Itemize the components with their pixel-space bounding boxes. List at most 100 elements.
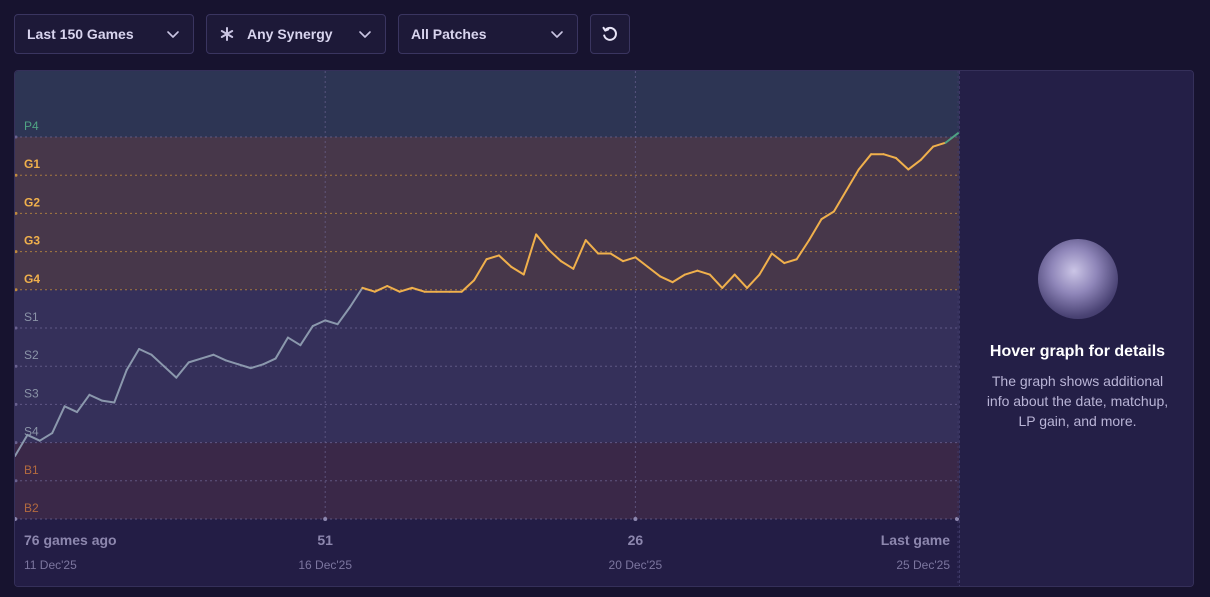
x-tick-date: 16 Dec'25 bbox=[298, 558, 353, 572]
tier-label-s2: S2 bbox=[24, 348, 39, 362]
series-segment bbox=[845, 168, 860, 192]
series-segment bbox=[907, 158, 922, 171]
series-segment bbox=[857, 153, 873, 171]
tier-label-g3: G3 bbox=[24, 234, 40, 248]
series-segment bbox=[584, 239, 600, 255]
chevron-down-icon bbox=[549, 26, 565, 42]
series-segment bbox=[659, 275, 674, 284]
tick-dot-s2 bbox=[15, 364, 18, 368]
series-segment bbox=[138, 348, 153, 356]
series-segment bbox=[373, 284, 389, 293]
series-segment bbox=[559, 260, 575, 270]
series-segment bbox=[150, 353, 165, 368]
series-segment bbox=[162, 365, 178, 379]
x-axis-band bbox=[15, 519, 959, 586]
sidebar-title: Hover graph for details bbox=[989, 342, 1166, 360]
patch-filter-dropdown[interactable]: All Patches bbox=[398, 14, 578, 54]
series-segment bbox=[200, 353, 215, 360]
chevron-down-icon bbox=[357, 26, 373, 42]
series-segment bbox=[696, 269, 711, 276]
series-segment bbox=[820, 210, 835, 221]
series-segment bbox=[175, 361, 190, 379]
games-filter-dropdown[interactable]: Last 150 Games bbox=[14, 14, 194, 54]
tier-label-g1: G1 bbox=[24, 157, 40, 171]
series-segment bbox=[187, 357, 203, 364]
chevron-down-icon bbox=[165, 26, 181, 42]
series-segment bbox=[361, 286, 376, 293]
series-segment bbox=[882, 153, 897, 160]
x-tick-label: Last game bbox=[880, 532, 950, 548]
series-segment bbox=[510, 265, 525, 276]
tick-dot-p4 bbox=[15, 135, 18, 139]
x-tick-date: 20 Dec'25 bbox=[608, 558, 663, 572]
series-segment bbox=[485, 254, 500, 261]
series-segment bbox=[212, 353, 227, 362]
series-segment bbox=[808, 218, 823, 242]
series-segment bbox=[497, 254, 513, 268]
series-segment bbox=[522, 233, 538, 276]
asterisk-icon bbox=[219, 26, 235, 42]
series-segment bbox=[770, 252, 786, 265]
series-segment bbox=[100, 399, 116, 404]
tick-dot-g4 bbox=[15, 288, 18, 292]
series-segment bbox=[894, 157, 910, 171]
series-segment bbox=[621, 256, 637, 263]
series-segment bbox=[919, 145, 935, 161]
series-segment bbox=[286, 336, 302, 347]
refresh-icon bbox=[601, 25, 619, 43]
x-tick-label: 51 bbox=[317, 532, 333, 548]
tick-dot-g1 bbox=[15, 173, 18, 177]
tick-dot-b1 bbox=[15, 479, 18, 483]
series-segment bbox=[386, 284, 401, 293]
x-tick-dot-1 bbox=[15, 517, 17, 521]
series-segment bbox=[932, 141, 947, 148]
tier-label-s1: S1 bbox=[24, 310, 39, 324]
series-segment bbox=[125, 348, 141, 372]
series-segment bbox=[51, 405, 66, 435]
tier-label-g2: G2 bbox=[24, 195, 40, 209]
series-segment bbox=[349, 286, 364, 308]
series-segment bbox=[795, 239, 811, 261]
series-segment bbox=[473, 258, 488, 282]
synergy-filter-dropdown[interactable]: Any Synergy bbox=[206, 14, 386, 54]
lp-history-chart[interactable]: P4 G1 G2 G3 G4 S1 S2 S3 S4 B1 B2 76 games ago 11 De… bbox=[15, 71, 959, 586]
series-segment bbox=[262, 357, 277, 366]
series-segment bbox=[832, 189, 848, 213]
series-segment bbox=[336, 305, 352, 326]
tick-dot-s3 bbox=[15, 402, 18, 406]
platinum-band bbox=[15, 71, 959, 137]
tier-label-s3: S3 bbox=[24, 386, 39, 400]
sidebar-description: The graph shows additional info about th… bbox=[986, 372, 1169, 429]
series-segment bbox=[274, 336, 289, 360]
series-segment bbox=[26, 433, 41, 442]
x-tick-dot-3 bbox=[633, 517, 638, 521]
series-segment bbox=[76, 393, 91, 414]
details-sidebar: Hover graph for details The graph shows … bbox=[959, 71, 1193, 586]
series-segment bbox=[398, 286, 414, 293]
filter-toolbar: Last 150 Games Any Synergy All Patches bbox=[14, 14, 630, 54]
series-segment bbox=[38, 432, 54, 442]
series-segment bbox=[88, 393, 103, 402]
series-segment bbox=[634, 256, 649, 268]
series-segment bbox=[708, 273, 724, 289]
series-segment bbox=[783, 258, 798, 265]
series-segment bbox=[237, 363, 252, 370]
x-tick-dot-2 bbox=[323, 517, 328, 521]
series-segment bbox=[572, 239, 587, 270]
series-segment bbox=[721, 273, 736, 289]
x-tick-label: 76 games ago bbox=[24, 532, 117, 548]
refresh-button[interactable] bbox=[590, 14, 630, 54]
lp-graph-panel: P4 G1 G2 G3 G4 S1 S2 S3 S4 B1 B2 76 games ago 11 De… bbox=[14, 70, 1194, 587]
patch-filter-label: All Patches bbox=[411, 26, 487, 42]
tick-dot-s4 bbox=[15, 441, 18, 445]
tick-dot-g3 bbox=[15, 250, 18, 254]
series-segment bbox=[63, 405, 79, 414]
tier-label-g4: G4 bbox=[24, 272, 40, 286]
series-segment bbox=[113, 369, 128, 404]
series-segment bbox=[535, 233, 550, 251]
tier-label-b2: B2 bbox=[24, 501, 39, 515]
series-segment bbox=[311, 319, 327, 328]
series-segment bbox=[224, 359, 240, 366]
x-tick-date: 25 Dec'25 bbox=[896, 558, 950, 572]
